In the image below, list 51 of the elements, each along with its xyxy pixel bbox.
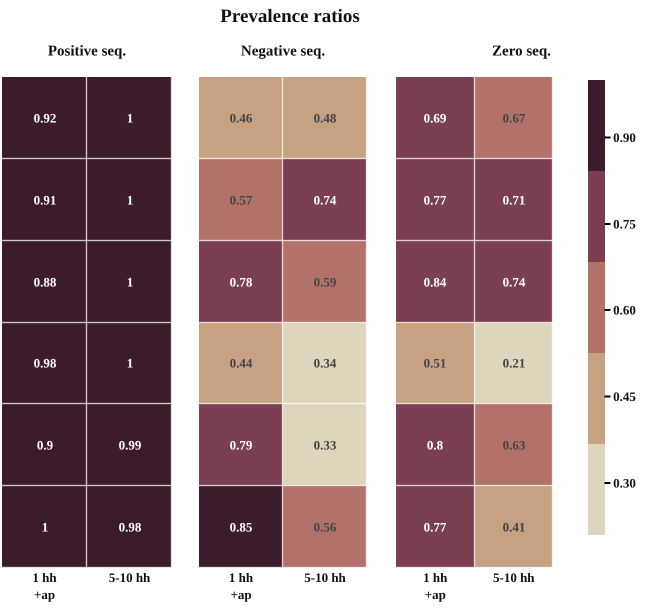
chart-subtitle: Zero seq. — [492, 43, 552, 60]
data-label: 1 — [126, 356, 134, 371]
data-label: 1 — [126, 274, 134, 290]
color-bar-label: 0.30 — [613, 475, 636, 490]
data-label: 0.98 — [34, 356, 57, 371]
x-tick-label: 5-10 hh — [304, 570, 347, 585]
data-label: 0.71 — [502, 192, 526, 208]
data-label: 0.8 — [426, 438, 444, 453]
x-tick-label: 5-10 hh — [108, 570, 152, 585]
data-label: 0.88 — [34, 274, 57, 290]
data-label: 0.99 — [118, 438, 142, 453]
data-label: 0.85 — [230, 520, 253, 535]
data-label: 0.77 — [424, 192, 447, 208]
data-label: 0.34 — [314, 356, 337, 371]
data-label: 0.67 — [502, 110, 526, 126]
x-tick-label: 1 hh +ap — [228, 570, 254, 602]
data-label: 0.77 — [424, 520, 447, 535]
data-label: 0.59 — [314, 274, 337, 290]
data-label: 0.21 — [502, 356, 526, 371]
data-label: 0.48 — [314, 110, 337, 126]
data-label: 0.69 — [424, 110, 447, 126]
data-label: 0.33 — [314, 438, 337, 453]
color-bar-label: 0.75 — [613, 216, 636, 232]
x-tick-label: 1 hh +ap — [32, 570, 58, 602]
x-tick-label: 5-10 hh — [492, 570, 536, 585]
data-label: 0.98 — [118, 520, 142, 535]
data-label: 0.57 — [230, 192, 253, 208]
data-label: 0.56 — [314, 520, 337, 535]
color-bar-label: 0.45 — [613, 389, 636, 404]
chart-subtitle: Negative seq. — [240, 43, 326, 60]
data-label: 0.91 — [34, 192, 56, 208]
data-label: 0.41 — [502, 520, 526, 535]
data-label: 0.79 — [230, 438, 253, 453]
data-label: 0.78 — [230, 274, 253, 290]
data-label: 0.92 — [34, 110, 56, 126]
data-label: 1 — [126, 110, 134, 126]
data-label: 1 — [126, 192, 134, 208]
color-bar-label: 0.90 — [613, 130, 636, 145]
data-label: 0.74 — [314, 192, 337, 208]
data-label: 0.51 — [424, 356, 446, 371]
data-label: 0.44 — [230, 356, 253, 371]
data-label: 0.9 — [36, 438, 54, 453]
chart-title: Prevalence ratios — [219, 6, 361, 28]
data-label: 0.74 — [502, 274, 526, 290]
data-label: 0.63 — [502, 438, 526, 453]
data-label: 0.84 — [424, 274, 447, 290]
chart-subtitle: Positive seq. — [48, 43, 126, 60]
data-label: 0.46 — [230, 110, 253, 126]
x-tick-label: 1 hh +ap — [423, 570, 448, 602]
data-label: 1 — [42, 520, 48, 535]
color-bar-label: 0.60 — [613, 302, 636, 318]
